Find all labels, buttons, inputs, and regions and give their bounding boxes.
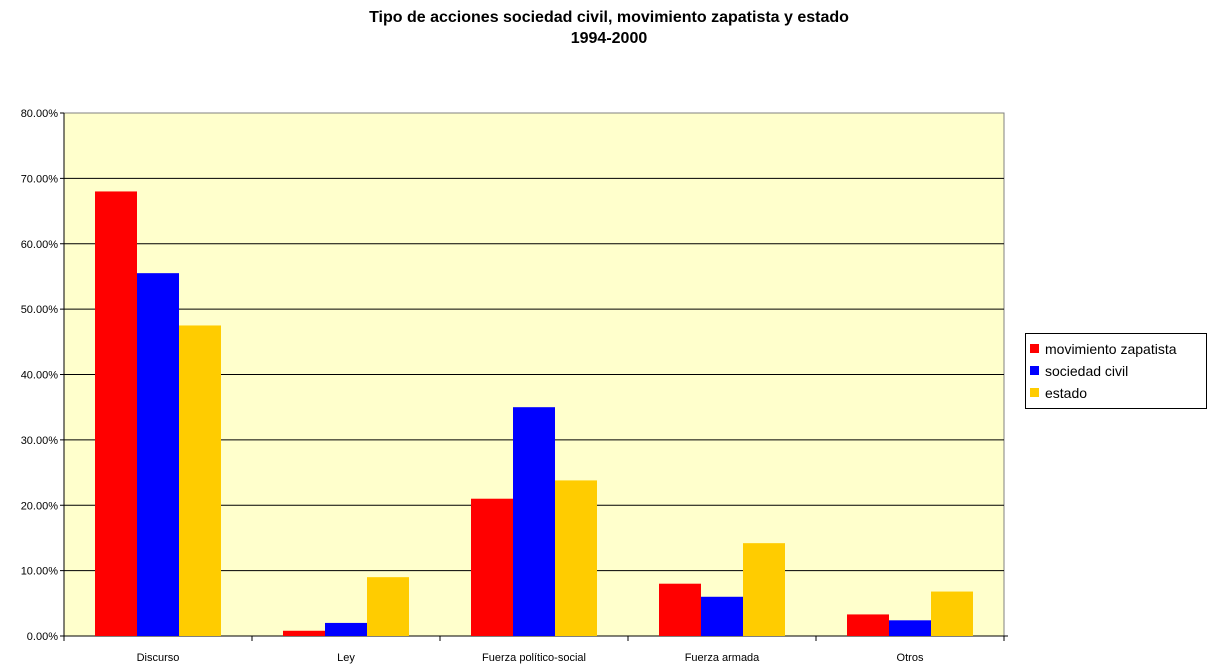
chart-legend: movimiento zapatista sociedad civil esta… (1025, 333, 1207, 409)
bar (931, 591, 973, 636)
legend-item-estado: estado (1030, 382, 1206, 404)
bar (701, 596, 743, 636)
bar (555, 480, 597, 636)
y-tick-label: 50.00% (21, 304, 59, 316)
bar (847, 614, 889, 636)
y-tick-label: 40.00% (21, 370, 59, 382)
x-category-label: Fuerza armada (685, 652, 760, 664)
bar (367, 577, 409, 636)
legend-item-movimiento-zapatista: movimiento zapatista (1030, 338, 1206, 360)
bar (513, 407, 555, 636)
bar (659, 583, 701, 636)
bar (471, 498, 513, 636)
x-category-label: Discurso (137, 652, 180, 664)
legend-label: estado (1045, 385, 1088, 401)
legend-label: movimiento zapatista (1045, 341, 1177, 357)
legend-label: sociedad civil (1045, 363, 1129, 379)
legend-swatch (1030, 343, 1039, 353)
y-tick-label: 20.00% (21, 500, 59, 512)
x-category-label: Otros (897, 652, 924, 664)
bar (137, 273, 179, 636)
bar (743, 543, 785, 636)
y-tick-label: 0.00% (27, 631, 58, 643)
legend-item-sociedad-civil: sociedad civil (1030, 360, 1206, 382)
bar (179, 325, 221, 636)
y-tick-label: 30.00% (21, 435, 59, 447)
bar (325, 622, 367, 636)
legend-swatch (1030, 365, 1039, 375)
y-tick-label: 80.00% (21, 108, 59, 120)
legend-swatch (1030, 387, 1039, 397)
x-category-label: Fuerza político-social (482, 652, 586, 664)
y-tick-label: 10.00% (21, 566, 59, 578)
y-tick-label: 60.00% (21, 239, 59, 251)
chart-subtitle: 1994-2000 (570, 30, 648, 47)
bar (889, 620, 931, 636)
bar (95, 191, 137, 636)
bar (283, 630, 325, 636)
chart-title: Tipo de acciones sociedad civil, movimie… (369, 9, 849, 26)
y-tick-label: 70.00% (21, 173, 59, 185)
x-category-label: Ley (337, 652, 355, 664)
